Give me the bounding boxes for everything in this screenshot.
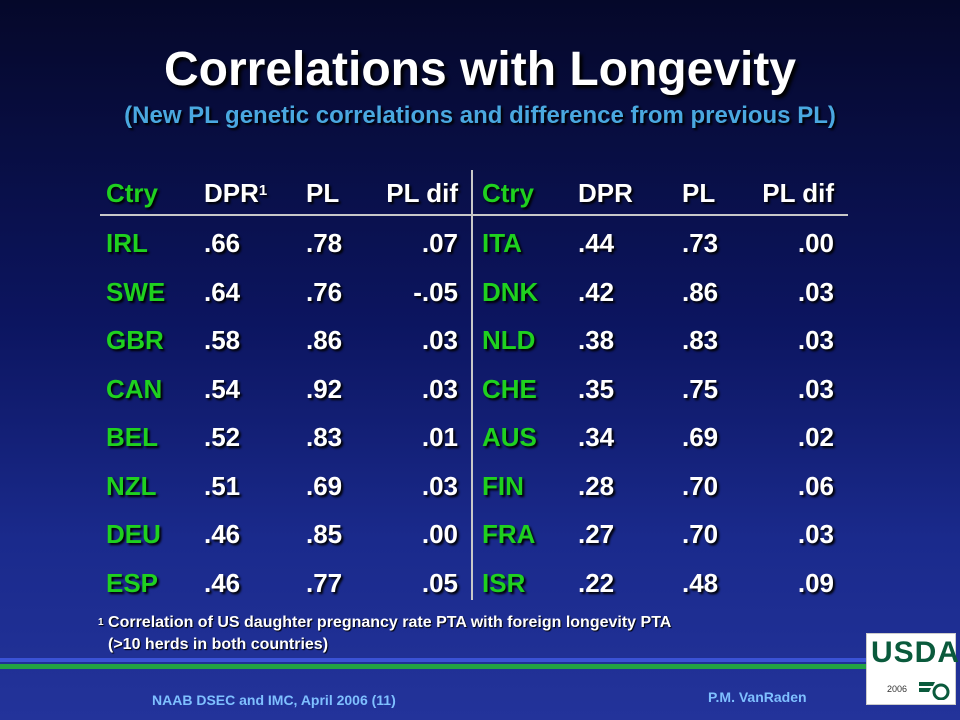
header-pl-left: PL [306, 178, 340, 208]
slide-title: Correlations with Longevity [163, 43, 797, 96]
left-pl-cell: .85 [306, 519, 343, 549]
right-pldif-cell: .02 [797, 422, 834, 452]
left-pl-cell: .78 [306, 228, 343, 258]
left-dpr-cell: .46 [204, 519, 241, 549]
left-pldif-cell: -.05 [413, 276, 458, 307]
left-pldif-cell: .00 [421, 519, 458, 549]
right-ctry-cell: AUS [482, 422, 537, 452]
left-pldif-cell: .07 [421, 228, 458, 258]
left-ctry-cell: SWE [106, 276, 166, 307]
right-ctry-cell: FRA [482, 519, 536, 549]
left-ctry-cell: IRL [106, 228, 148, 258]
left-pl-cell: .77 [306, 567, 343, 598]
footer-conference: NAAB DSEC and IMC, April 2006 (11) [152, 692, 396, 708]
left-pl-cell: .86 [306, 325, 343, 355]
aes-logo-mark-icon [919, 682, 950, 700]
right-ctry-cell: DNK [482, 276, 539, 307]
usda-logo-year: 2006 [887, 684, 908, 694]
left-pl-cell: .69 [306, 470, 343, 501]
left-ctry-cell: BEL [106, 422, 158, 452]
header-pldif-left: PL dif [386, 178, 458, 208]
left-ctry-cell: GBR [106, 325, 164, 355]
right-dpr-cell: .22 [578, 567, 615, 598]
slide-subtitle: (New PL genetic correlations and differe… [124, 102, 836, 129]
right-ctry-cell: ISR [482, 567, 526, 598]
right-pl-cell: .70 [682, 519, 719, 549]
left-dpr-cell: .46 [204, 567, 241, 598]
footnote-line-2: (>10 herds in both countries) [108, 636, 329, 653]
left-dpr-cell: .58 [204, 325, 241, 355]
left-ctry-cell: NZL [106, 470, 157, 501]
footnote-marker: 1 [258, 182, 268, 199]
right-dpr-cell: .38 [578, 325, 615, 355]
right-pldif-cell: .03 [797, 373, 834, 404]
left-pldif-cell: .03 [421, 325, 458, 355]
right-pldif-cell: .03 [797, 519, 834, 549]
left-ctry-cell: DEU [106, 519, 161, 549]
right-pl-cell: .83 [682, 325, 719, 355]
column-divider [471, 170, 473, 600]
right-dpr-cell: .34 [578, 422, 615, 452]
usda-logo: USDA 2006 [866, 633, 959, 705]
left-pl-cell: .83 [306, 422, 343, 452]
right-ctry-cell: FIN [482, 470, 524, 501]
usda-logo-text: USDA [871, 636, 960, 669]
footer-rule-blue [0, 658, 866, 662]
right-dpr-cell: .27 [578, 519, 615, 549]
footnote-line-1: Correlation of US daughter pregnancy rat… [108, 614, 672, 631]
right-dpr-cell: .35 [578, 373, 615, 404]
right-pldif-cell: .09 [797, 567, 834, 598]
left-dpr-cell: .52 [204, 422, 241, 452]
header-pl-right: PL [682, 178, 716, 208]
right-ctry-cell: CHE [482, 373, 537, 404]
right-pl-cell: .73 [682, 228, 719, 258]
left-dpr-cell: .64 [204, 276, 241, 307]
footnote-marker: 1 [98, 617, 104, 628]
left-pldif-cell: .03 [421, 470, 458, 501]
left-dpr-cell: .51 [204, 470, 241, 501]
right-pldif-cell: .06 [797, 470, 834, 501]
right-ctry-cell: ITA [482, 228, 522, 258]
header-ctry-right: Ctry [482, 178, 535, 208]
header-dpr-right: DPR [578, 178, 633, 208]
right-pl-cell: .69 [682, 422, 719, 452]
right-pldif-cell: .00 [797, 228, 834, 258]
header-ctry-left: Ctry [106, 178, 159, 208]
right-dpr-cell: .42 [578, 276, 615, 307]
right-pl-cell: .75 [682, 373, 719, 404]
footer-rule-green [0, 664, 866, 669]
left-pl-cell: .76 [306, 276, 343, 307]
right-pl-cell: .48 [682, 567, 719, 598]
left-pl-cell: .92 [306, 373, 343, 404]
right-pl-cell: .70 [682, 470, 719, 501]
left-pldif-cell: .01 [421, 422, 458, 452]
header-pldif-right: PL dif [762, 178, 834, 208]
footnote: 1 Correlation of US daughter pregnancy r… [98, 612, 671, 656]
right-dpr-cell: .44 [578, 228, 615, 258]
right-dpr-cell: .28 [578, 470, 615, 501]
left-pldif-cell: .03 [421, 373, 458, 404]
left-ctry-cell: CAN [106, 373, 163, 404]
left-pldif-cell: .05 [421, 567, 458, 598]
right-ctry-cell: NLD [482, 325, 536, 355]
header-divider [100, 214, 848, 216]
right-pldif-cell: .03 [797, 276, 834, 307]
left-dpr-cell: .66 [204, 228, 241, 258]
right-pl-cell: .86 [682, 276, 719, 307]
left-dpr-cell: .54 [204, 373, 241, 404]
footer-author: P.M. VanRaden [708, 689, 807, 705]
left-ctry-cell: ESP [106, 567, 159, 598]
header-dpr-left: DPR1 [204, 178, 268, 208]
right-pldif-cell: .03 [797, 325, 834, 355]
